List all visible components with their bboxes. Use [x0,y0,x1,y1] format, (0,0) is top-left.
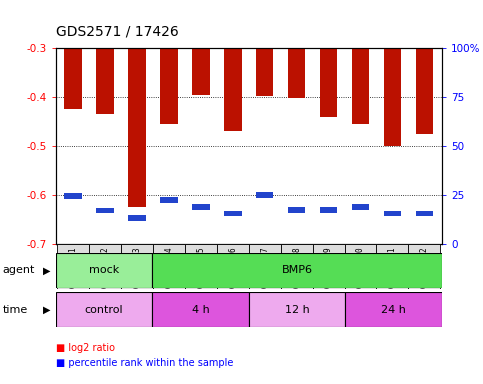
Bar [384,210,401,217]
Text: GSM110207: GSM110207 [260,246,269,288]
Text: ▶: ▶ [43,265,51,275]
Bar [376,244,409,289]
Text: 12 h: 12 h [284,305,310,314]
Bar [249,292,345,327]
Bar [344,244,376,289]
Bar [288,48,305,98]
Text: 24 h: 24 h [381,305,406,314]
Text: GSM110202: GSM110202 [100,246,110,288]
Bar [415,48,433,134]
Text: 4 h: 4 h [192,305,209,314]
Bar [128,48,146,207]
Text: GSM110211: GSM110211 [388,246,397,288]
Bar [320,207,337,212]
Bar [160,48,178,124]
Text: time: time [2,305,28,314]
Bar [352,48,369,124]
Text: control: control [85,305,123,314]
Bar [56,292,152,327]
Bar [256,192,273,198]
Text: GSM110206: GSM110206 [228,246,237,288]
Bar [345,292,442,327]
Bar [281,244,313,289]
Bar [128,215,146,221]
Bar [160,197,178,203]
Text: GSM110203: GSM110203 [132,246,142,288]
Text: GSM110201: GSM110201 [69,246,78,288]
Text: GSM110212: GSM110212 [420,246,429,288]
Bar [415,210,433,217]
Bar [384,48,401,146]
Bar [185,244,217,289]
Text: BMP6: BMP6 [282,265,313,275]
Bar [56,253,152,288]
Text: agent: agent [2,265,35,275]
Bar [64,48,82,109]
Bar [64,194,82,199]
Bar [352,204,369,210]
Bar [57,244,89,289]
Text: GSM110208: GSM110208 [292,246,301,288]
Bar [153,244,185,289]
Text: ■ percentile rank within the sample: ■ percentile rank within the sample [56,358,233,368]
Text: GSM110209: GSM110209 [324,246,333,288]
Bar [96,208,114,214]
Bar [320,48,337,117]
Bar [256,48,273,96]
Bar [192,48,210,94]
Bar [249,244,281,289]
Text: GSM110210: GSM110210 [356,246,365,288]
Bar [409,244,440,289]
Text: mock: mock [89,265,119,275]
Bar [89,244,121,289]
Bar [152,253,442,288]
Bar [217,244,249,289]
Bar [224,210,242,217]
Text: GSM110205: GSM110205 [197,246,205,288]
Bar [121,244,153,289]
Bar [313,244,344,289]
Text: ■ log2 ratio: ■ log2 ratio [56,343,114,353]
Bar [224,48,242,131]
Text: GSM110204: GSM110204 [164,246,173,288]
Bar [96,48,114,114]
Bar [192,204,210,210]
Bar [152,292,249,327]
Text: GDS2571 / 17426: GDS2571 / 17426 [56,25,178,38]
Text: ▶: ▶ [43,305,51,314]
Bar [288,207,305,212]
